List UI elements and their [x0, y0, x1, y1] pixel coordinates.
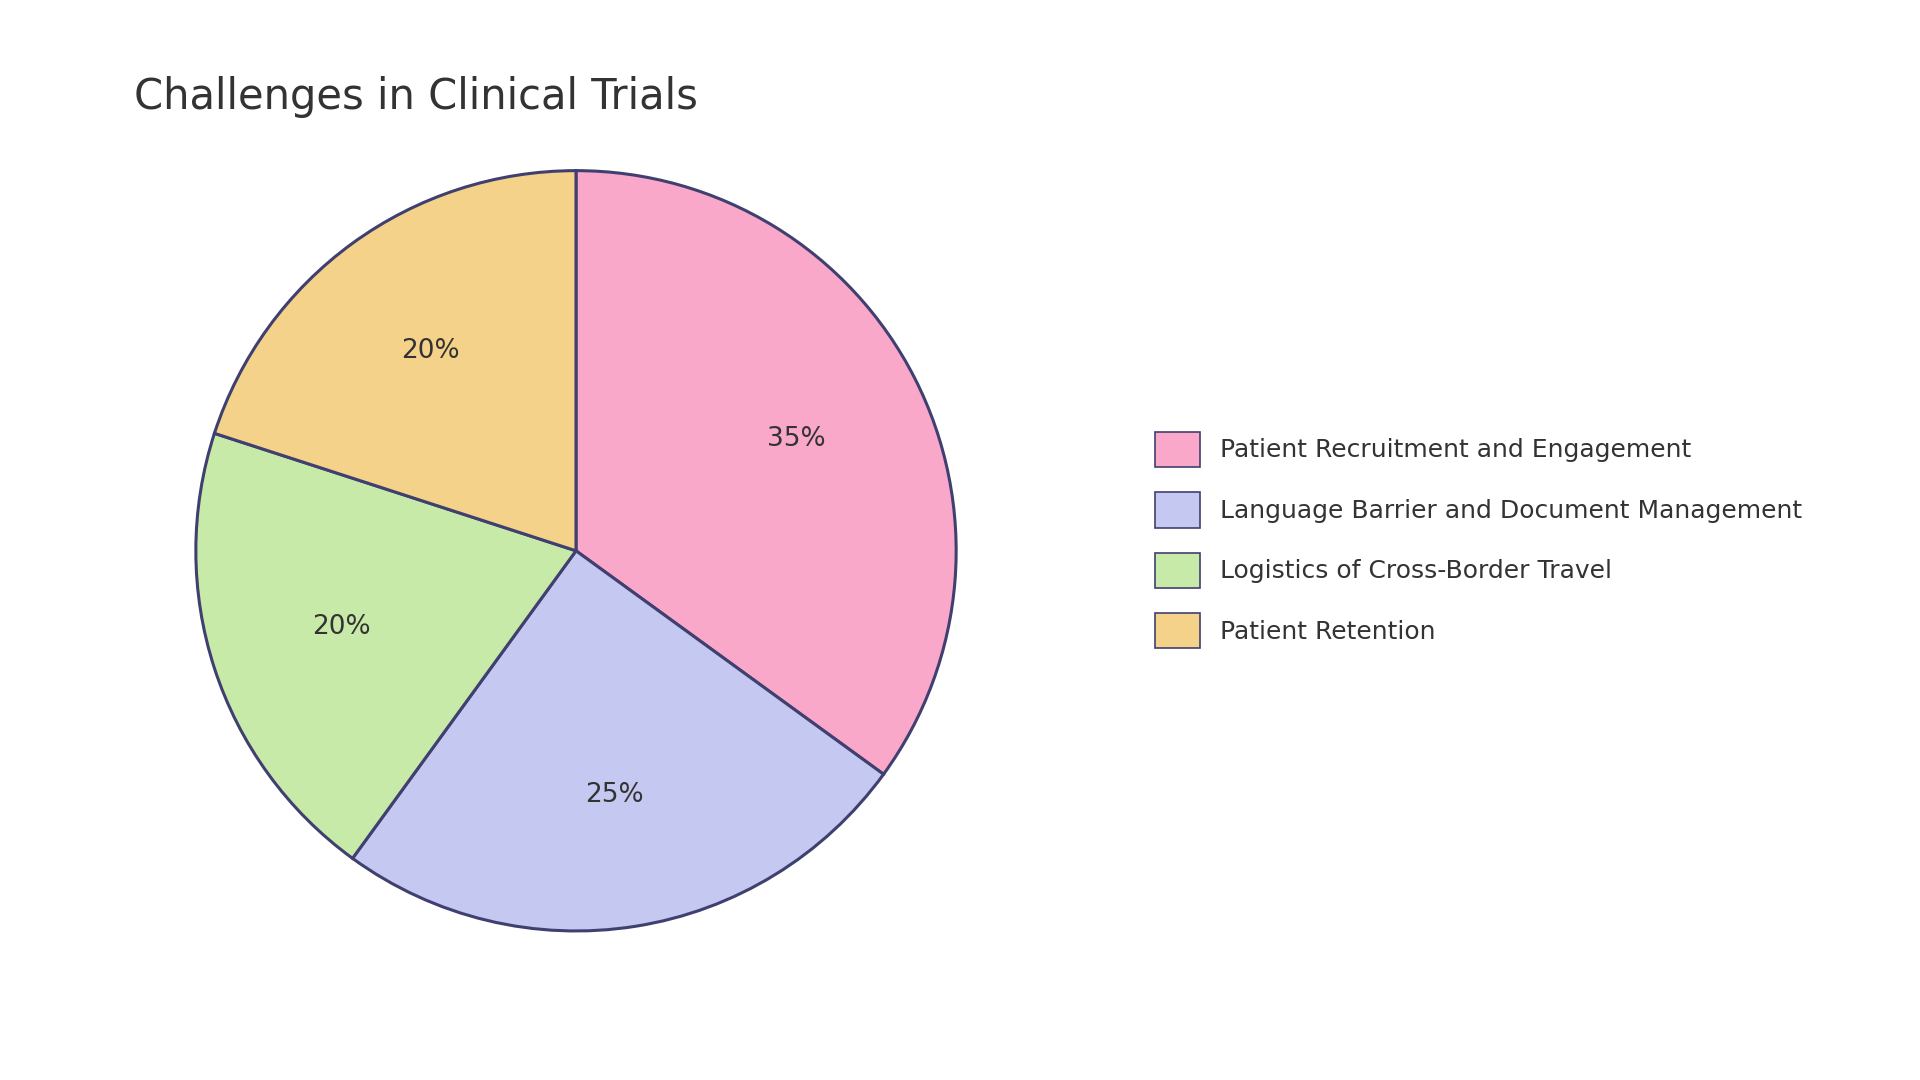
Legend: Patient Recruitment and Engagement, Language Barrier and Document Management, Lo: Patient Recruitment and Engagement, Lang…	[1142, 419, 1814, 661]
Text: 25%: 25%	[586, 782, 643, 808]
Text: 20%: 20%	[311, 615, 371, 640]
Text: 35%: 35%	[766, 426, 826, 451]
Wedge shape	[196, 433, 576, 859]
Wedge shape	[215, 171, 576, 551]
Wedge shape	[576, 171, 956, 774]
Text: Challenges in Clinical Trials: Challenges in Clinical Trials	[134, 76, 699, 118]
Wedge shape	[353, 551, 883, 931]
Text: 20%: 20%	[401, 338, 461, 364]
